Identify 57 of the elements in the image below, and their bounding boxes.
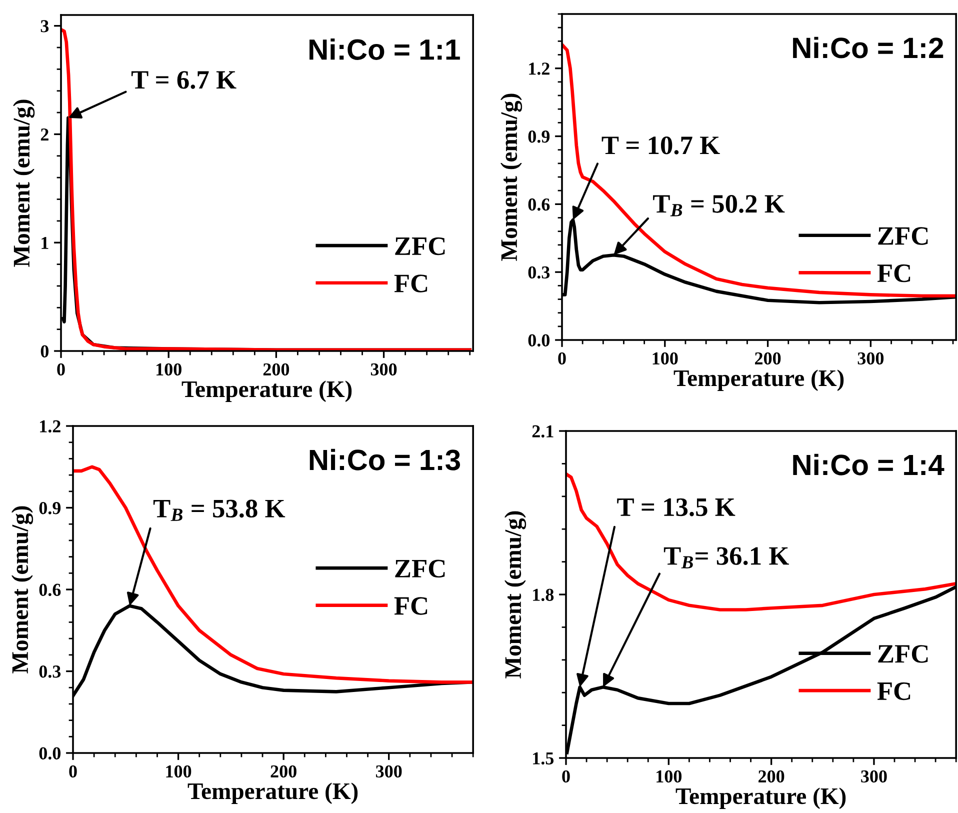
x-tick-label: 0 <box>562 770 570 783</box>
y-tick-label: 0.3 <box>39 666 61 678</box>
y-tick-label: 0.9 <box>528 130 550 143</box>
legend-label: ZFC <box>878 227 928 245</box>
x-tick-label: 100 <box>652 352 678 365</box>
y-axis-title: Moment (emu/g) <box>500 94 522 261</box>
y-tick-label: 0.6 <box>528 198 550 211</box>
y-tick-label: 3 <box>40 20 49 32</box>
y-axis-title: Moment (emu/g) <box>504 511 526 678</box>
text: Ni:Co = 1:2 <box>793 36 944 58</box>
x-tick-label: 100 <box>156 363 182 376</box>
annotation: T$_{B}$= 36.1 K <box>664 547 789 568</box>
y-tick-label: 0.3 <box>528 266 550 279</box>
y-tick-label: 0.0 <box>39 747 61 760</box>
text: Ni:Co = 1:3 <box>310 448 460 470</box>
x-tick-label: 300 <box>376 765 402 778</box>
y-tick-label: 0.0 <box>528 334 550 347</box>
annotation: T = 10.7 K <box>602 136 720 154</box>
x-tick-label: 0 <box>69 765 77 778</box>
x-axis-title: Temperature (K) <box>674 370 844 391</box>
legend-label: ZFC <box>395 560 445 578</box>
text: Ni:Co = 1:4 <box>793 454 944 476</box>
x-axis-title: Temperature (K) <box>676 788 846 809</box>
y-tick-label: 1.2 <box>529 62 550 75</box>
legend-label: ZFC <box>395 237 445 256</box>
x-axis-title: Temperature (K) <box>188 782 358 804</box>
x-tick-label: 300 <box>861 770 887 783</box>
y-tick-label: 2.1 <box>532 425 554 438</box>
y-tick-label: 0.6 <box>39 584 61 596</box>
legend-label: FC <box>877 264 910 282</box>
x-tick-label: 300 <box>370 363 397 376</box>
annotation: T$_{B}$ = 53.8 K <box>153 500 286 521</box>
legend-label: FC <box>394 597 428 615</box>
x-tick-label: 200 <box>263 363 290 376</box>
y-tick-label: 0.9 <box>39 502 61 514</box>
legend-label: FC <box>394 274 428 292</box>
annotation: T = 13.5 K <box>617 498 736 516</box>
x-tick-label: 200 <box>758 770 784 783</box>
y-axis-title: Moment (emu/g) <box>11 506 34 674</box>
y-axis-title: Moment (emu/g) <box>13 100 35 267</box>
x-tick-label: 200 <box>755 352 781 365</box>
x-tick-label: 100 <box>166 765 192 778</box>
x-tick-label: 200 <box>270 765 296 778</box>
y-tick-label: 1 <box>42 236 48 249</box>
annotation: T = 6.7 K <box>131 71 236 89</box>
x-axis-title: Temperature (K) <box>182 380 352 402</box>
y-tick-label: 1.2 <box>40 420 60 433</box>
annotation: T$_{B}$ = 50.2 K <box>653 195 785 216</box>
y-tick-label: 1.8 <box>533 588 554 602</box>
y-tick-label: 1.5 <box>533 752 554 765</box>
y-tick-label: 2 <box>40 128 48 140</box>
x-tick-label: 300 <box>858 352 884 365</box>
x-tick-label: 100 <box>656 770 682 783</box>
legend-label: FC <box>877 682 910 700</box>
text: Ni:Co = 1:1 <box>310 38 460 60</box>
legend-label: ZFC <box>878 645 928 663</box>
x-tick-label: 0 <box>558 352 566 365</box>
